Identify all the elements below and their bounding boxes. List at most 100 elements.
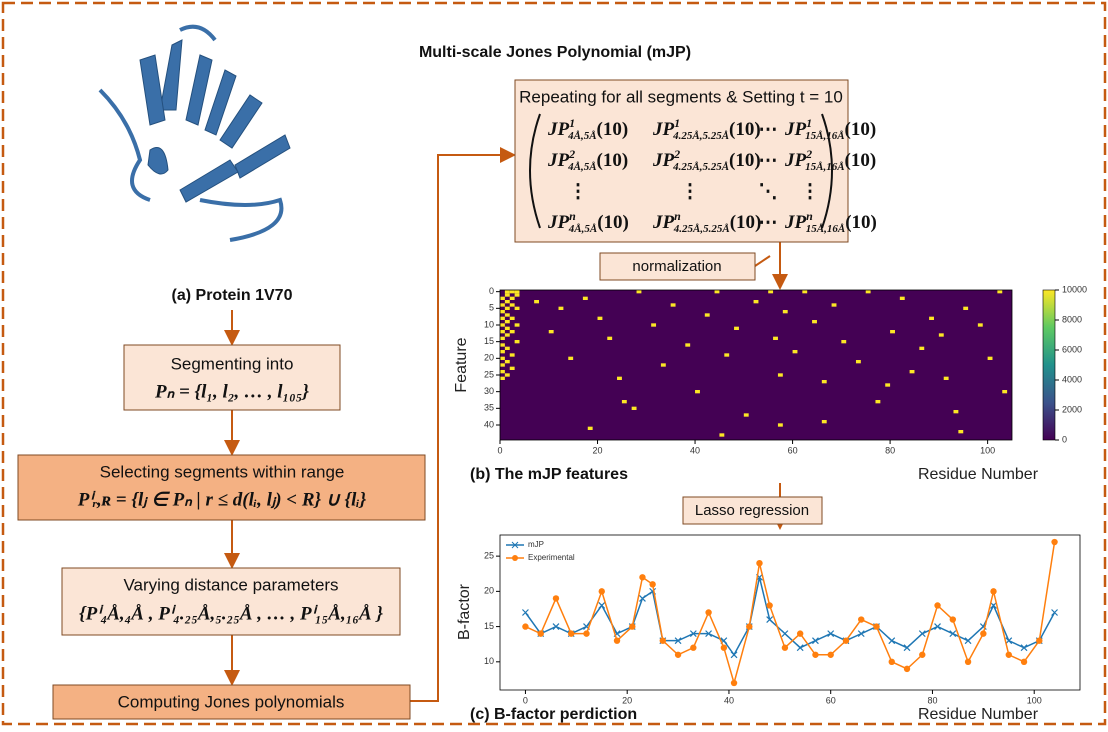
matrix-ellipsis: ⋮ [569,181,588,202]
point [889,659,895,665]
colorbar-tick-label: 8000 [1062,314,1082,324]
point [766,602,772,608]
arg: (10) [729,150,761,171]
point [756,560,762,566]
matrix-ellipsis: ⋮ [681,181,700,202]
callout-label: Lasso regression [695,502,809,519]
point [705,609,711,615]
arg: (10) [597,150,629,171]
point [919,652,925,658]
y-axis-label: B-factor [456,583,473,640]
point [583,630,589,636]
arg: (10) [729,119,761,140]
heatmap-cell [910,370,915,373]
heatmap-cell [500,350,505,353]
y-tick-label: 0 [489,286,494,296]
point [599,588,605,594]
heatmap-cell [510,290,515,293]
point [950,616,956,622]
heatmap-cell [734,327,739,330]
point [782,645,788,651]
heatmap-cell [515,340,520,343]
point [797,630,803,636]
sub: 15Å,16Å [806,223,845,235]
point [904,666,910,672]
point [538,630,544,636]
heatmap-cell [695,390,700,393]
point [660,637,666,643]
y-tick-label: 25 [484,551,494,561]
fn: JP [652,212,675,233]
fn: JP [784,119,807,140]
heatmap-cell [505,300,510,303]
heatmap-cell [515,323,520,326]
heatmap-cell [583,297,588,300]
point [1006,652,1012,658]
heatmap-cell [598,317,603,320]
heatmap-cell [505,333,510,336]
figure: (a) Protein 1V70 Multi-scale Jones Polyn… [0,0,1108,727]
point [843,637,849,643]
y-tick-label: 25 [484,369,494,379]
heatmap-cell [505,320,510,323]
x-tick-label: 60 [826,695,836,705]
fn: JP [652,119,675,140]
y-tick-label: 30 [484,386,494,396]
point [746,623,752,629]
heatmap-cell [841,340,846,343]
sup: n [569,209,576,223]
heatmap-cell [500,330,505,333]
matrix-ellipsis: ⋮ [801,181,820,202]
heatmap-cell [505,293,510,296]
arg: (10) [730,212,762,233]
heatmap-cell [500,343,505,346]
point [649,581,655,587]
x-tick-label: 40 [690,445,700,455]
x-tick-label: 0 [497,445,502,455]
sub: 4.25Å,5.25Å [673,223,730,235]
heatmap-cell [793,350,798,353]
heatmap-cell [505,307,510,310]
colorbar-tick-label: 6000 [1062,344,1082,354]
heatmap-cell [900,297,905,300]
heatmap-cell [953,410,958,413]
heatmap-cell [661,363,666,366]
y-tick-label: 5 [489,303,494,313]
sub: 15Å,16Å [805,130,844,142]
fn: JP [784,212,807,233]
protein-image [100,27,290,240]
heatmap-cell [978,323,983,326]
heatmap-cell [988,357,993,360]
point [812,652,818,658]
point [721,645,727,651]
point [629,623,635,629]
point [639,574,645,580]
heatmap-cell [505,347,510,350]
y-axis-label: Feature [453,337,470,392]
heatmap-cell [505,327,510,330]
legend-label: mJP [528,540,544,549]
caption: (b) The mJP features [470,466,628,483]
heatmap-cell [637,290,642,293]
heatmap-cell [875,400,880,403]
y-tick-label: 40 [484,419,494,429]
protein-caption: (a) Protein 1V70 [172,287,293,304]
heatmap-cell [705,313,710,316]
matrix-ellipsis: ⋯ [759,119,778,140]
heatmap-cell [822,420,827,423]
point [690,645,696,651]
fn: JP [547,119,570,140]
y-tick-label: 20 [484,353,494,363]
colorbar-tick-label: 2000 [1062,404,1082,414]
sup: 2 [568,147,575,161]
matrix-ellipsis: ⋱ [759,181,778,202]
heatmap-cell [500,303,505,306]
heatmap-cell [929,317,934,320]
heatmap-cell [515,307,520,310]
heatmap-cell [510,353,515,356]
heatmap-cell [1002,390,1007,393]
heatmap-cell [744,413,749,416]
sub: 4Å,5Å [568,223,597,235]
sup: 1 [806,116,812,130]
heatmap-cell [515,290,520,293]
